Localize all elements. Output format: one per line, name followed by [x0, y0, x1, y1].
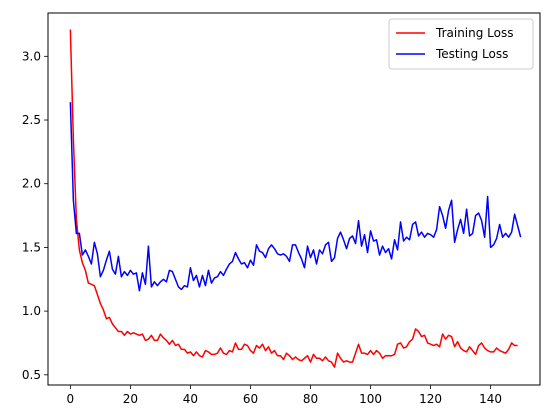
x-tick-label: 100: [359, 392, 382, 406]
x-tick-label: 40: [183, 392, 198, 406]
y-tick-label: 2.0: [22, 177, 41, 191]
x-tick-label: 0: [67, 392, 75, 406]
x-tick-label: 20: [123, 392, 138, 406]
y-tick-label: 3.0: [22, 49, 41, 63]
y-tick-label: 0.5: [22, 368, 41, 382]
x-tick-label: 140: [479, 392, 502, 406]
plot-frame: [47, 12, 541, 386]
legend: Training Loss Testing Loss: [388, 18, 534, 70]
legend-label-testing-loss: Testing Loss: [435, 47, 508, 61]
series-line-testing-loss: [69, 102, 522, 292]
series-line-training-loss: [69, 29, 518, 368]
y-tick-label: 1.5: [22, 240, 41, 254]
x-tick-label: 60: [243, 392, 258, 406]
x-tick-label: 120: [419, 392, 442, 406]
y-tick-label: 2.5: [22, 113, 41, 127]
y-axis: 0.5 1.0 1.5 2.0 2.5 3.0: [22, 49, 48, 382]
y-tick-label: 1.0: [22, 304, 41, 318]
x-axis: 0 20 40 60 80 100 120 140: [67, 385, 502, 406]
x-tick-label: 80: [303, 392, 318, 406]
legend-label-training-loss: Training Loss: [435, 26, 513, 40]
series-layer: [69, 29, 522, 368]
legend-box: [388, 18, 534, 70]
